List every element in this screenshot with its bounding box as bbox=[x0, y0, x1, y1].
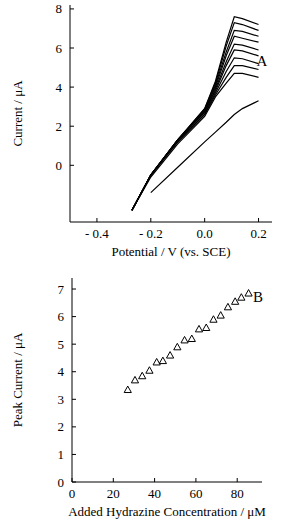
y-tick-label: 4 bbox=[58, 364, 65, 379]
curve bbox=[132, 73, 259, 210]
x-tick-label: 0.0 bbox=[197, 226, 213, 241]
x-tick-label: 40 bbox=[148, 486, 161, 501]
point bbox=[174, 343, 181, 349]
point bbox=[232, 298, 239, 304]
panel-0: 0 2 4 6 8 - 0.4 - 0.2 0.0 0.2 Potential / V (vs. … bbox=[10, 1, 272, 259]
y-tick bbox=[72, 454, 76, 455]
x-tick-label: 0 bbox=[69, 486, 76, 501]
y-tick-label: 1 bbox=[58, 447, 65, 462]
curve bbox=[151, 101, 259, 193]
y-tick bbox=[72, 344, 76, 345]
y-axis-label: Peak Current / μA bbox=[10, 332, 25, 427]
point bbox=[124, 386, 131, 392]
point bbox=[131, 376, 138, 382]
x-tick bbox=[154, 478, 155, 482]
y-tick bbox=[72, 426, 76, 427]
curve bbox=[132, 36, 259, 210]
x-tick bbox=[72, 478, 73, 482]
y-tick-label: 7 bbox=[58, 282, 65, 297]
curve bbox=[132, 50, 259, 210]
x-tick-label: - 0.2 bbox=[139, 226, 163, 241]
point bbox=[195, 325, 202, 331]
x-tick-label: - 0.4 bbox=[85, 226, 109, 241]
y-tick bbox=[72, 289, 76, 290]
y-tick bbox=[70, 87, 74, 88]
y-tick-label: 5 bbox=[58, 337, 65, 352]
y-tick-label: 6 bbox=[56, 41, 63, 56]
x-tick bbox=[258, 218, 259, 222]
x-tick bbox=[204, 218, 205, 222]
curve bbox=[132, 17, 259, 211]
y-tick bbox=[72, 316, 76, 317]
curve bbox=[132, 30, 259, 210]
curve bbox=[132, 44, 259, 210]
y-axis bbox=[72, 278, 73, 482]
x-tick bbox=[150, 218, 151, 222]
panel-label: B bbox=[253, 289, 263, 305]
curve bbox=[132, 66, 259, 211]
point bbox=[217, 312, 224, 318]
curve bbox=[132, 58, 259, 210]
point bbox=[238, 294, 245, 300]
y-tick-label: 3 bbox=[58, 392, 65, 407]
marks bbox=[124, 290, 252, 393]
x-tick bbox=[237, 478, 238, 482]
point bbox=[210, 316, 217, 322]
point bbox=[188, 335, 195, 341]
point bbox=[245, 290, 252, 296]
x-tick bbox=[113, 478, 114, 482]
point bbox=[181, 336, 188, 342]
marks bbox=[132, 17, 259, 211]
point bbox=[139, 372, 146, 378]
figure: 0 2 4 6 8 - 0.4 - 0.2 0.0 0.2 Potential / V (vs. … bbox=[0, 0, 283, 520]
x-tick-label: 0.2 bbox=[250, 226, 266, 241]
x-tick bbox=[195, 478, 196, 482]
y-tick-label: 0 bbox=[58, 475, 65, 490]
y-tick bbox=[70, 48, 74, 49]
y-tick bbox=[72, 371, 76, 372]
y-tick-label: 2 bbox=[56, 119, 63, 134]
point bbox=[159, 357, 166, 363]
point bbox=[166, 352, 173, 358]
point bbox=[146, 367, 153, 373]
x-axis-label: Added Hydrazine Concentration / μM bbox=[68, 504, 266, 519]
point bbox=[224, 303, 231, 309]
x-axis-label: Potential / V (vs. SCE) bbox=[111, 244, 230, 259]
x-tick-label: 20 bbox=[107, 486, 120, 501]
y-tick-label: 8 bbox=[56, 1, 63, 16]
panel-1: 0 1 2 3 4 5 6 7 0 20 40 60 80 Added Hydrazine Concent… bbox=[10, 278, 266, 519]
x-axis bbox=[70, 222, 272, 223]
y-tick bbox=[70, 8, 74, 9]
y-tick-label: 6 bbox=[58, 309, 65, 324]
y-tick bbox=[72, 399, 76, 400]
curve bbox=[132, 23, 259, 211]
y-tick bbox=[70, 126, 74, 127]
y-tick bbox=[72, 482, 76, 483]
x-tick-label: 60 bbox=[189, 486, 202, 501]
x-tick-label: 80 bbox=[231, 486, 244, 501]
y-tick-label: 2 bbox=[58, 419, 65, 434]
x-tick bbox=[96, 218, 97, 222]
y-axis bbox=[70, 5, 71, 222]
x-axis bbox=[72, 482, 262, 483]
point bbox=[203, 324, 210, 330]
y-tick-label: 4 bbox=[56, 80, 63, 95]
y-tick bbox=[70, 165, 74, 166]
y-tick-label: 0 bbox=[56, 158, 63, 173]
y-axis-label: Current / μA bbox=[10, 80, 25, 147]
